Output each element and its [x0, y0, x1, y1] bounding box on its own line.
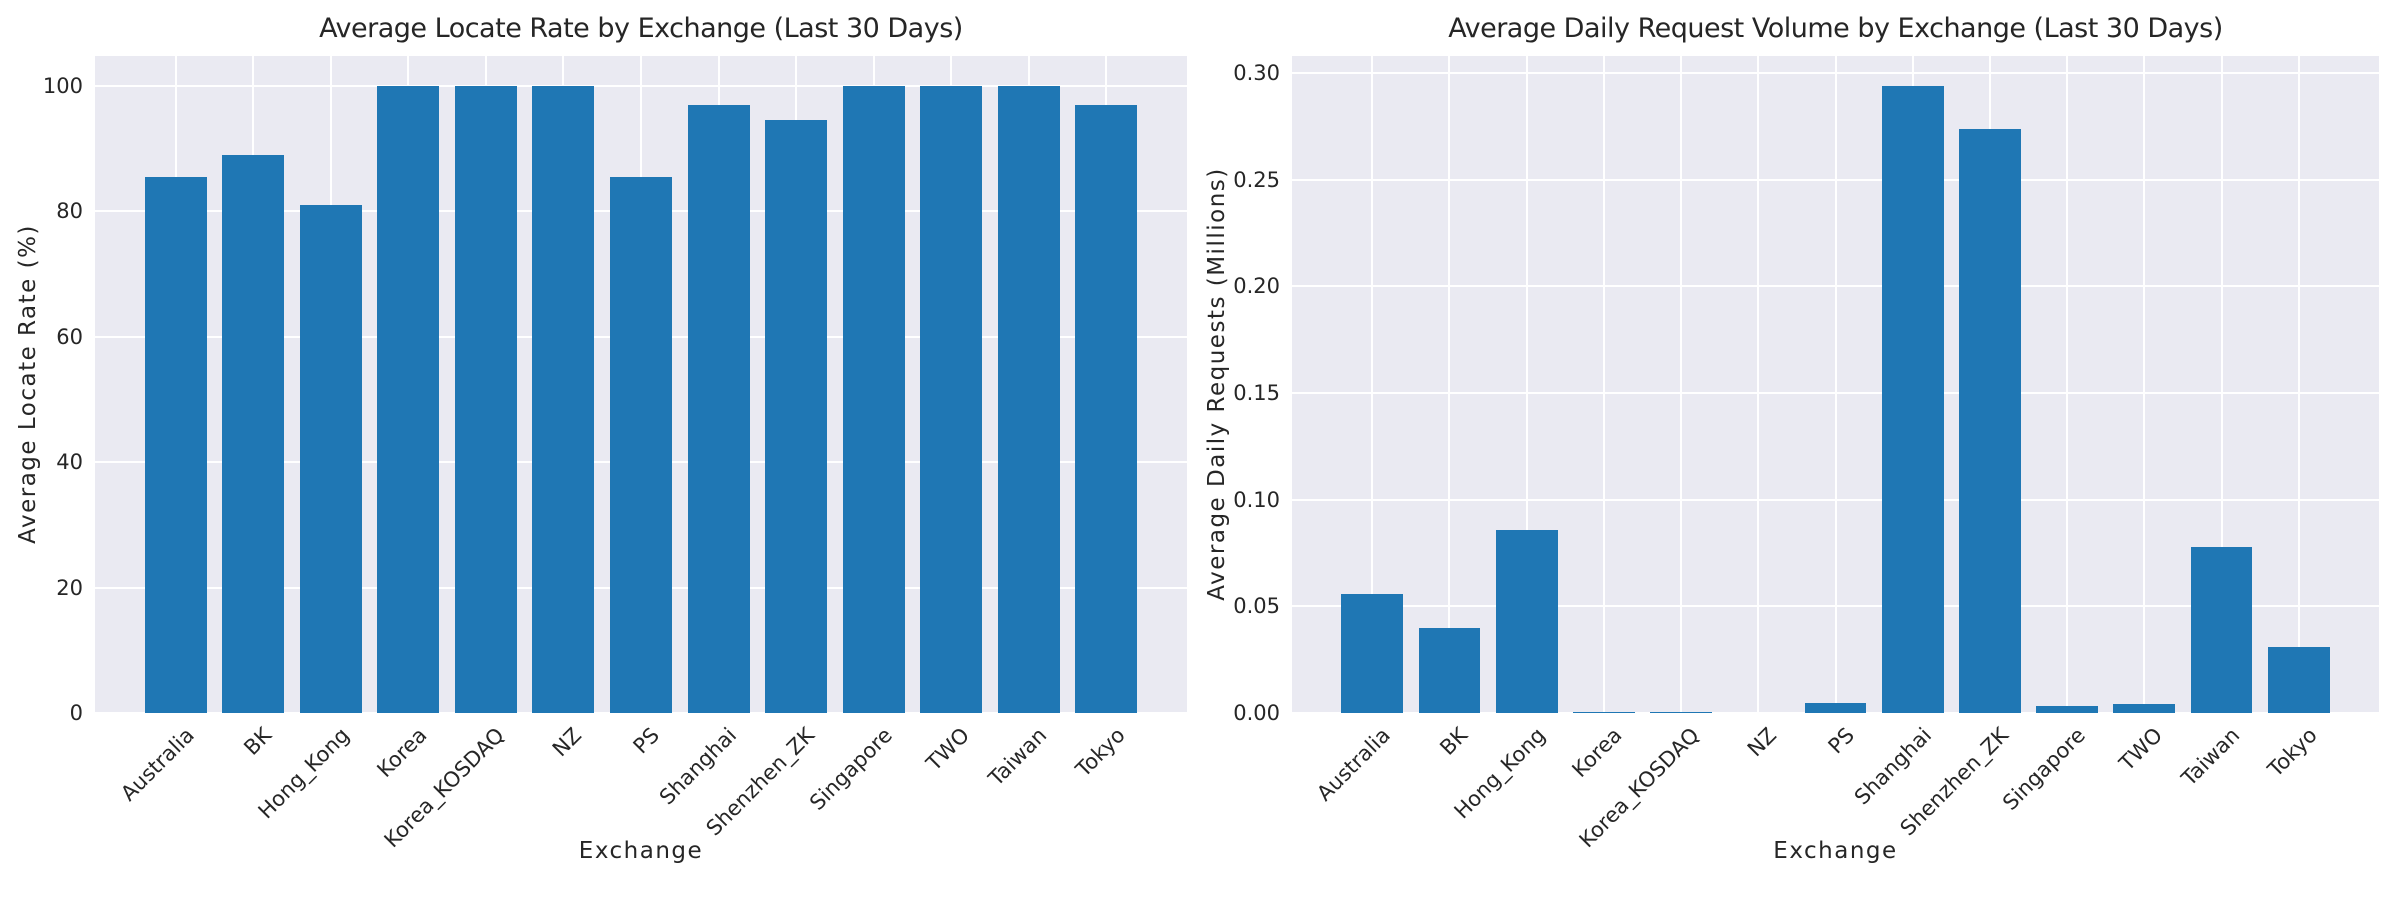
- y-tick-label: 0.25: [1233, 167, 1280, 192]
- x-tick-label: NZ: [1743, 723, 1782, 762]
- bar-hong_kong: [299, 204, 362, 713]
- y-tick-label: 0: [69, 701, 83, 725]
- bar-ps: [1804, 703, 1867, 713]
- bar-australia: [1341, 593, 1404, 713]
- request-volume-chart-title: Average Daily Request Volume by Exchange…: [1448, 13, 2223, 44]
- bar-korea_kosdaq: [454, 85, 517, 713]
- bar-shenzhen_zk: [1959, 128, 2021, 713]
- y-tick-label: 40: [56, 450, 83, 475]
- x-gridline: [1371, 56, 1374, 713]
- bar-shenzhen_zk: [765, 119, 828, 713]
- y-tick-label: 80: [56, 199, 83, 224]
- x-gridline: [1448, 56, 1451, 713]
- y-tick-label: 0.30: [1233, 61, 1280, 86]
- locate-rate-chart-title: Average Locate Rate by Exchange (Last 30…: [319, 13, 963, 44]
- x-gridline: [1525, 56, 1528, 713]
- y-tick-label: 20: [56, 575, 83, 600]
- request-volume-plot-area: [1292, 56, 2379, 713]
- x-gridline: [2143, 56, 2146, 713]
- x-tick-label: Korea: [1567, 723, 1627, 783]
- bar-two: [2113, 704, 2176, 713]
- bar-korea_kosdaq: [1650, 711, 1712, 713]
- bar-australia: [144, 176, 207, 713]
- bar-taiwan: [2190, 546, 2253, 713]
- x-gridline: [1680, 56, 1683, 713]
- bar-hong_kong: [1495, 529, 1558, 713]
- x-gridline: [2297, 56, 2300, 713]
- locate-rate-plot-area: [95, 56, 1187, 713]
- bar-tokyo: [1075, 104, 1138, 713]
- x-gridline: [1602, 56, 1605, 713]
- y-tick-label: 0.05: [1233, 594, 1280, 619]
- bar-two: [920, 85, 983, 713]
- y-tick-label: 0.20: [1233, 274, 1280, 299]
- bar-korea: [1573, 711, 1635, 713]
- x-tick-label: Australia: [1312, 723, 1396, 806]
- bar-ps: [609, 176, 672, 713]
- bar-korea: [377, 85, 440, 713]
- bar-singapore: [842, 85, 905, 713]
- x-tick-label: Singapore: [1998, 723, 2091, 815]
- y-tick-label: 60: [56, 324, 83, 349]
- x-tick-label: Taiwan: [2176, 723, 2245, 791]
- bar-bk: [222, 154, 285, 713]
- x-gridline: [1757, 56, 1760, 713]
- y-tick-label: 0.15: [1233, 381, 1280, 406]
- bar-taiwan: [997, 85, 1060, 713]
- x-tick-label: PS: [1823, 723, 1859, 759]
- bar-bk: [1418, 627, 1481, 713]
- bar-singapore: [2036, 705, 2098, 713]
- x-tick-label: TWO: [2114, 723, 2168, 776]
- y-tick-label: 100: [42, 73, 83, 98]
- request-volume-x-axis-label: Exchange: [1773, 838, 1898, 864]
- locate-rate-x-axis-label: Exchange: [578, 838, 704, 864]
- bar-shanghai: [1881, 85, 1944, 713]
- x-gridline: [2220, 56, 2223, 713]
- y-tick-label: 0.00: [1233, 701, 1280, 725]
- bar-shanghai: [687, 104, 750, 713]
- x-gridline: [1834, 56, 1837, 713]
- bar-nz: [532, 85, 595, 713]
- y-tick-label: 0.10: [1233, 487, 1280, 512]
- bar-tokyo: [2267, 646, 2330, 713]
- x-tick-label: BK: [1435, 723, 1473, 760]
- x-tick-label: Tokyo: [2263, 723, 2322, 782]
- x-gridline: [2066, 56, 2069, 713]
